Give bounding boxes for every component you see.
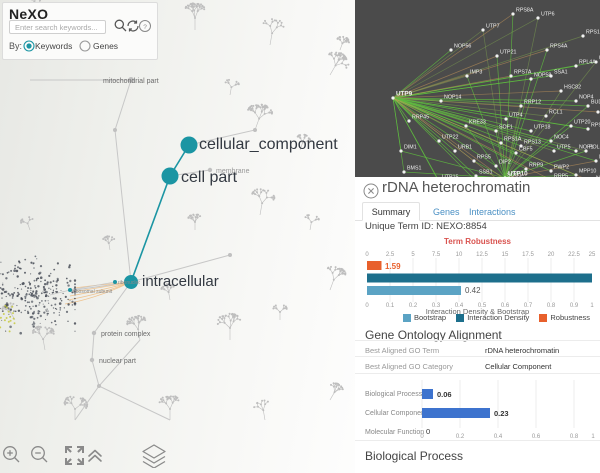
svg-text:7.5: 7.5 xyxy=(432,252,441,258)
svg-text:UTP21: UTP21 xyxy=(500,50,517,56)
svg-text:RPS1A: RPS1A xyxy=(504,137,522,143)
svg-text:RRP9: RRP9 xyxy=(529,163,543,169)
svg-text:25: 25 xyxy=(589,252,596,258)
svg-text:0.42: 0.42 xyxy=(465,286,481,295)
svg-text:UTP7: UTP7 xyxy=(486,24,500,30)
svg-text:RPS4A: RPS4A xyxy=(550,44,568,50)
svg-text:UTP9: UTP9 xyxy=(396,91,413,98)
svg-text:UTP5: UTP5 xyxy=(557,145,571,151)
svg-text:nuclear part: nuclear part xyxy=(99,358,136,365)
svg-text:RRP45: RRP45 xyxy=(412,115,429,121)
svg-text:DIP2: DIP2 xyxy=(499,160,511,166)
svg-text:RPS9B: RPS9B xyxy=(591,123,600,129)
svg-text:RPS7A: RPS7A xyxy=(514,70,532,76)
svg-text:membrane: membrane xyxy=(216,168,250,175)
svg-text:UTP4: UTP4 xyxy=(509,113,523,119)
svg-text:SSA1: SSA1 xyxy=(554,70,568,76)
svg-text:22.5: 22.5 xyxy=(568,252,580,258)
svg-text:URB1: URB1 xyxy=(458,145,472,151)
svg-text:15: 15 xyxy=(502,252,509,258)
svg-text:RPS8A: RPS8A xyxy=(516,8,534,14)
svg-text:?: ? xyxy=(143,24,147,31)
svg-text:UTP20: UTP20 xyxy=(574,120,591,126)
svg-text:20: 20 xyxy=(548,252,555,258)
svg-text:NOC4: NOC4 xyxy=(554,135,569,141)
svg-text:KRE33: KRE33 xyxy=(469,120,486,126)
svg-text:0.23: 0.23 xyxy=(494,409,509,418)
svg-text:mitochondrial part: mitochondrial part xyxy=(103,78,159,85)
svg-text:5: 5 xyxy=(411,252,415,258)
svg-text:10: 10 xyxy=(456,252,463,258)
svg-text:PWP2: PWP2 xyxy=(554,165,569,171)
svg-text:HSC82: HSC82 xyxy=(564,85,581,91)
svg-text:NOP58: NOP58 xyxy=(534,73,551,79)
svg-text:BUD21: BUD21 xyxy=(591,100,600,106)
svg-text:UTP6: UTP6 xyxy=(541,12,555,18)
svg-text:NOP1: NOP1 xyxy=(579,145,593,151)
svg-text:RRP12: RRP12 xyxy=(524,100,541,106)
svg-text:0: 0 xyxy=(426,427,430,436)
svg-text:ribonucleoprotein complex: ribonucleoprotein complex xyxy=(118,280,140,286)
svg-text:BMS1: BMS1 xyxy=(407,166,421,172)
svg-text:RCL1: RCL1 xyxy=(549,110,563,116)
svg-text:IMP3: IMP3 xyxy=(470,70,482,76)
svg-text:Cellular Component: Cellular Component xyxy=(365,410,427,417)
svg-text:cellular_component: cellular_component xyxy=(199,136,338,153)
svg-text:UTP18: UTP18 xyxy=(534,125,551,131)
svg-text:RPS5: RPS5 xyxy=(477,155,491,161)
svg-text:UTP22: UTP22 xyxy=(442,135,459,141)
svg-text:RPS13: RPS13 xyxy=(524,140,541,146)
svg-text:1.59: 1.59 xyxy=(385,262,401,271)
svg-text:SSB1: SSB1 xyxy=(479,170,493,176)
svg-text:ribosomal subunit: ribosomal subunit xyxy=(73,289,113,295)
svg-text:Molecular Function: Molecular Function xyxy=(365,429,424,436)
svg-text:CBF5: CBF5 xyxy=(519,147,533,153)
svg-text:12.5: 12.5 xyxy=(476,252,488,258)
svg-text:intracellular: intracellular xyxy=(142,273,219,290)
svg-text:DIM1: DIM1 xyxy=(404,145,417,151)
svg-text:NOP56: NOP56 xyxy=(454,44,471,50)
svg-text:MPP10: MPP10 xyxy=(579,169,596,175)
svg-text:0: 0 xyxy=(365,252,369,258)
svg-text:Biological Process: Biological Process xyxy=(365,391,423,398)
svg-text:RPL4A: RPL4A xyxy=(579,60,596,66)
svg-text:NOP14: NOP14 xyxy=(444,95,461,101)
svg-text:17.5: 17.5 xyxy=(522,252,534,258)
svg-text:0.06: 0.06 xyxy=(437,390,452,399)
svg-text:2.5: 2.5 xyxy=(386,252,395,258)
svg-text:RPS17B: RPS17B xyxy=(586,30,600,36)
svg-text:SOF1: SOF1 xyxy=(499,125,513,131)
